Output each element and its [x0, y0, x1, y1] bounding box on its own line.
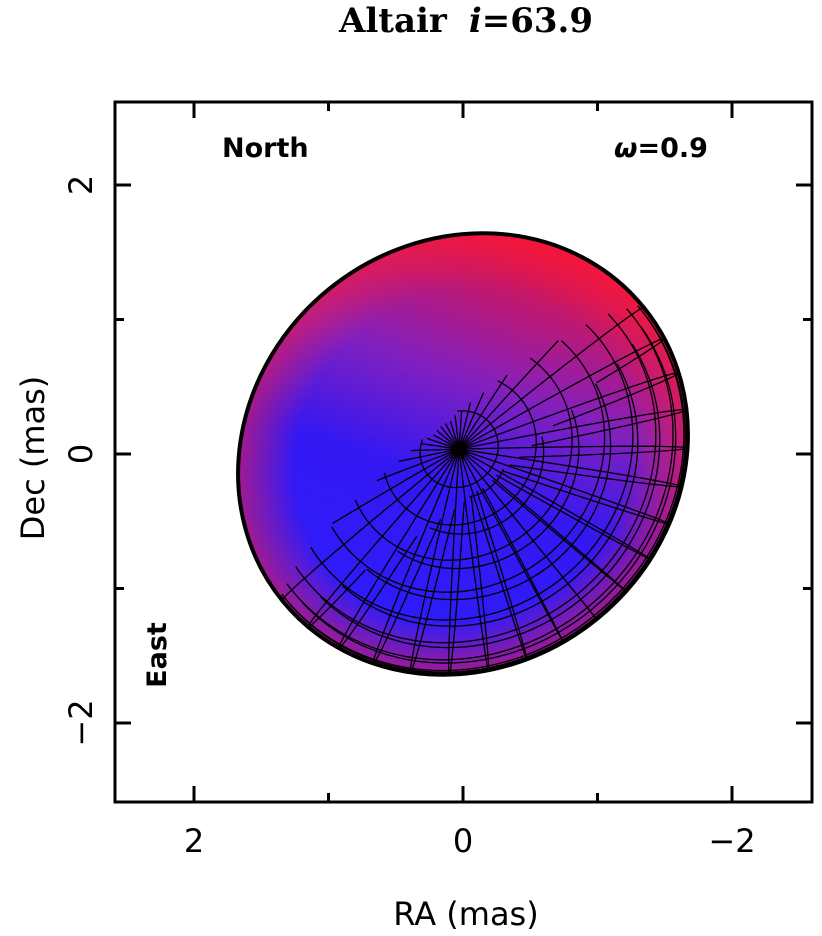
grid-line: [585, 324, 600, 340]
grid-line: [426, 437, 460, 450]
grid-line: [320, 343, 661, 649]
latitude-longitude-grid: [281, 305, 689, 676]
omega-label: ω=0.9: [614, 133, 708, 164]
north-label: North: [222, 133, 309, 164]
grid-line: [409, 449, 460, 674]
y-axis-label: Dec (mas): [14, 376, 52, 541]
x-tick-label: 0: [453, 822, 473, 860]
grid-line: [626, 308, 633, 316]
star-limb-outline: [236, 231, 690, 677]
grid-line: [458, 392, 485, 450]
grid-line: [449, 420, 460, 450]
grid-line: [607, 313, 619, 326]
star-model: [236, 231, 690, 677]
grid-line: [419, 423, 499, 489]
x-tick-label: −2: [708, 822, 755, 860]
grid-line: [376, 448, 460, 482]
axis-ticks: 2 0 −2 2 0 −2: [62, 102, 812, 860]
grid-line: [295, 324, 657, 644]
grid-line: [560, 340, 577, 357]
grid-line: [458, 340, 559, 450]
y-tick-label: 0: [62, 444, 100, 464]
title-inclination-value: =63.9: [482, 1, 593, 41]
x-tick-label: 2: [184, 822, 204, 860]
grid-line: [281, 308, 685, 672]
grid-line: [458, 306, 645, 450]
x-axis-label: RA (mas): [393, 895, 538, 933]
grid-line: [354, 376, 573, 561]
grid-line: [286, 314, 674, 661]
grid-line: [290, 316, 686, 673]
grid-line: [331, 448, 460, 525]
grid-line: [637, 305, 641, 310]
grid-line: [341, 362, 639, 627]
grid-line: [281, 448, 460, 601]
grid-line: [397, 409, 580, 570]
grid-line: [529, 357, 551, 378]
grid-line: [420, 442, 460, 450]
grid-line: [310, 338, 634, 621]
grid-line: [458, 372, 680, 450]
grid-line: [459, 445, 689, 458]
title-star: Altair: [338, 1, 448, 41]
grid-line: [429, 436, 545, 535]
grid-line: [457, 410, 492, 425]
grid-line: [301, 327, 677, 664]
grid-line: [338, 448, 460, 649]
grid-line: [436, 429, 460, 450]
center-marker: [457, 448, 469, 460]
grid-line: [383, 398, 537, 526]
grid-line: [444, 423, 460, 450]
chart-title: Altair i=63.9: [338, 1, 593, 41]
omega-symbol: ω: [614, 133, 637, 164]
grid-line: [458, 410, 463, 450]
title-inclination-symbol: i: [469, 1, 482, 41]
y-tick-label: −2: [62, 699, 100, 746]
grid-line: [440, 426, 460, 450]
grid-line: [458, 374, 508, 450]
omega-value: =0.9: [637, 133, 707, 164]
grid-line: [411, 448, 460, 452]
grid-line: [398, 448, 460, 463]
grid-line: [366, 383, 612, 601]
y-tick-label: 2: [62, 175, 100, 195]
grid-line: [497, 380, 522, 400]
grid-line: [331, 355, 606, 593]
grid-line: [454, 415, 460, 450]
grid-line: [458, 402, 472, 450]
grid-line: [469, 469, 504, 498]
east-label: East: [142, 622, 173, 688]
grid-line: [433, 434, 460, 450]
